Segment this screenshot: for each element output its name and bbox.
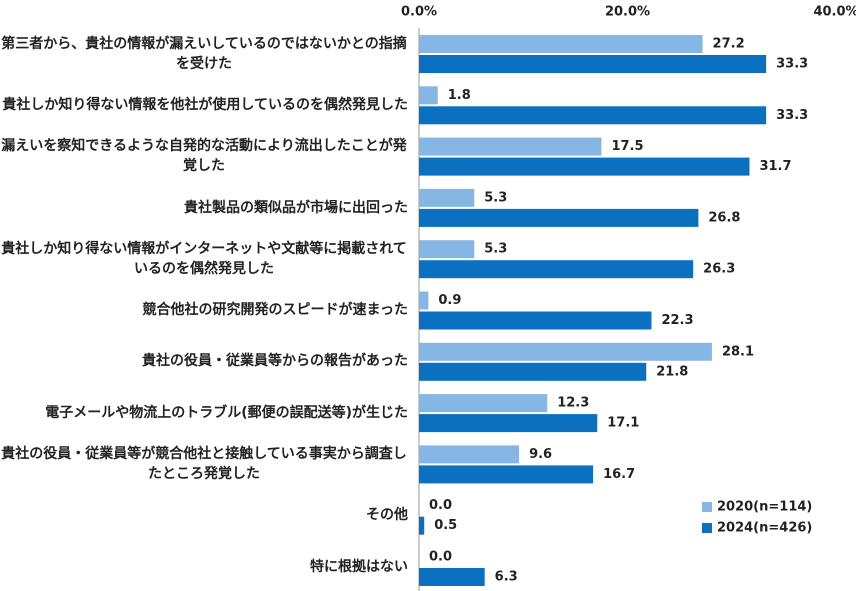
bar [419, 342, 712, 361]
legend-label: 2024(n=426) [717, 521, 812, 536]
bar [419, 188, 475, 207]
bar [419, 157, 750, 176]
bar [419, 414, 598, 433]
bar [419, 311, 652, 330]
category-label: 貴社製品の類似品が市場に出回った [0, 198, 408, 218]
value-label: 0.9 [438, 293, 461, 308]
value-label: 16.7 [603, 467, 635, 482]
bar [419, 362, 647, 381]
category-text: 特に根拠はない [310, 558, 408, 575]
category-label: 漏えいを察知できるような自発的な活動により流出したことが発覚した [0, 136, 408, 176]
category-label: 貴社の役員・従業員等からの報告があった [0, 351, 408, 371]
category-text: 貴社しか知り得ない情報がインターネットや文献等に掲載されているのを偶然発見した [1, 240, 407, 277]
bar [419, 291, 429, 310]
value-label: 0.0 [429, 498, 452, 513]
value-label: 17.1 [607, 416, 639, 431]
bar [419, 35, 703, 53]
bar [419, 137, 602, 156]
value-label: 26.8 [708, 210, 740, 225]
value-label: 33.3 [776, 57, 808, 72]
x-tick-label: 0.0% [401, 5, 437, 20]
category-text: 貴社製品の類似品が市場に出回った [184, 199, 408, 216]
category-text: 貴社しか知り得ない情報を他社が使用しているのを偶然発見した [2, 96, 408, 113]
bar [419, 260, 694, 279]
category-label: その他 [0, 505, 408, 525]
value-label: 0.5 [434, 518, 457, 533]
bar [419, 106, 767, 125]
value-label: 5.3 [484, 242, 507, 257]
category-text: 貴社の役員・従業員等からの報告があった [142, 353, 408, 370]
category-text: その他 [366, 507, 408, 524]
value-label: 5.3 [484, 190, 507, 205]
category-label: 電子メールや物流上のトラブル(郵便の誤配送等)が生じた [0, 403, 408, 423]
value-label: 9.6 [529, 447, 552, 462]
value-label: 31.7 [759, 159, 791, 174]
category-label: 貴社しか知り得ない情報を他社が使用しているのを偶然発見した [0, 95, 408, 115]
category-label: 特に根拠はない [0, 557, 408, 577]
bar [419, 240, 475, 259]
x-tick-label: 20.0% [605, 5, 650, 20]
category-text: 電子メールや物流上のトラブル(郵便の誤配送等)が生じた [45, 404, 408, 421]
value-label: 33.3 [776, 108, 808, 123]
legend-swatch [702, 523, 712, 533]
value-label: 28.1 [722, 344, 754, 359]
category-label: 競合他社の研究開発のスピードが速まった [0, 300, 408, 320]
category-text: 漏えいを察知できるような自発的な活動により流出したことが発覚した [1, 138, 407, 175]
bar [419, 55, 767, 73]
legend-label: 2020(n=114) [717, 500, 812, 515]
bar [419, 465, 594, 484]
value-label: 21.8 [656, 364, 688, 379]
value-label: 1.8 [448, 88, 471, 103]
value-label: 0.0 [429, 550, 452, 565]
bar [419, 516, 425, 535]
category-text: 競合他社の研究開発のスピードが速まった [142, 302, 408, 319]
category-label: 貴社の役員・従業員等が競合他社と接触している事実から調査したところ発覚した [0, 444, 408, 484]
bar [419, 86, 438, 105]
x-tick-label: 40.0% [813, 5, 856, 20]
category-text: 第三者から、貴社の情報が漏えいしているのではないかとの指摘を受けた [1, 35, 407, 72]
value-label: 17.5 [611, 139, 643, 154]
value-label: 6.3 [495, 570, 518, 585]
value-label: 22.3 [661, 313, 693, 328]
legend-swatch [702, 502, 712, 512]
bar [419, 208, 699, 227]
bar [419, 568, 485, 586]
bar [419, 445, 520, 464]
category-label: 貴社しか知り得ない情報がインターネットや文献等に掲載されているのを偶然発見した [0, 239, 408, 279]
category-label: 第三者から、貴社の情報が漏えいしているのではないかとの指摘を受けた [0, 34, 408, 74]
value-label: 26.3 [703, 262, 735, 277]
bar [419, 394, 548, 413]
value-label: 27.2 [713, 37, 745, 52]
category-text: 貴社の役員・従業員等が競合他社と接触している事実から調査したところ発覚した [1, 446, 407, 483]
value-label: 12.3 [557, 396, 589, 411]
